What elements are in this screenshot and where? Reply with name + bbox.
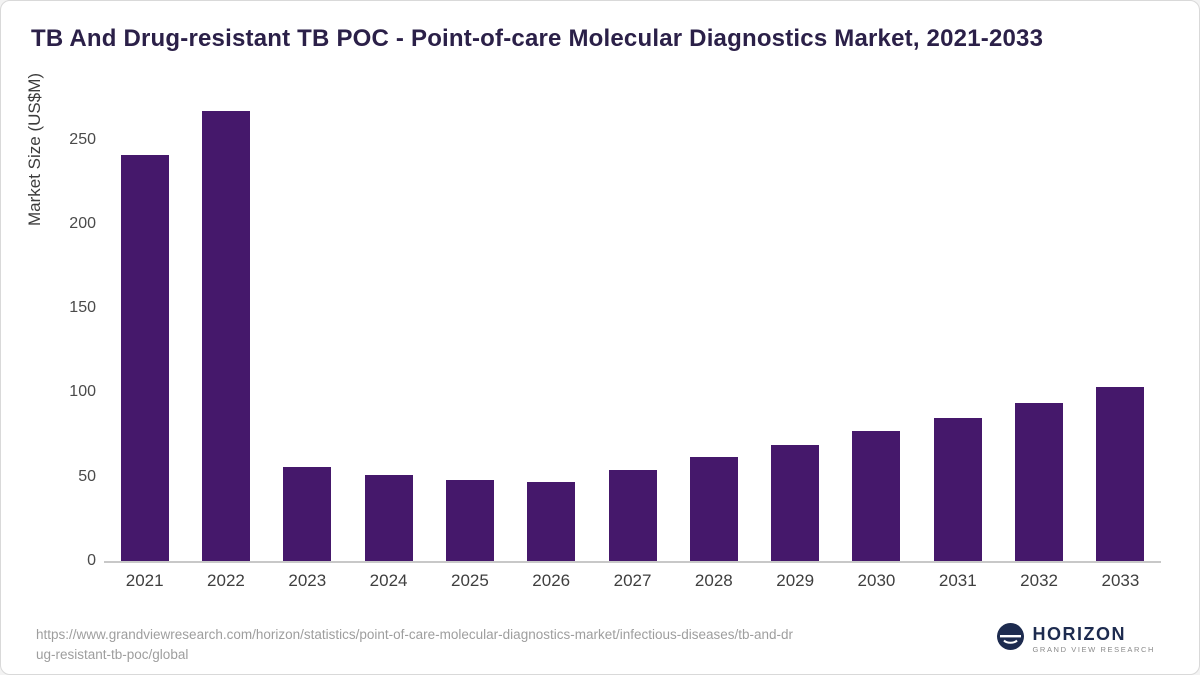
horizon-logo-text: HORIZON GRAND VIEW RESEARCH bbox=[1033, 625, 1156, 654]
x-axis-labels: 2021 2022 2023 2024 2025 2026 2027 2028 2029 2030… bbox=[104, 571, 1161, 591]
bar-slot bbox=[511, 106, 592, 561]
y-axis-ticks: 0 50 100 150 200 250 bbox=[41, 106, 96, 569]
bar-slot bbox=[348, 106, 429, 561]
y-tick-label-200: 200 bbox=[69, 214, 96, 232]
bar-slot bbox=[1080, 106, 1161, 561]
bar-2024 bbox=[364, 475, 413, 561]
plot-area bbox=[104, 106, 1161, 563]
x-tick-label-2025: 2025 bbox=[450, 571, 489, 590]
bar-slot bbox=[104, 106, 185, 561]
bar-slot bbox=[592, 106, 673, 561]
horizon-logo-name: HORIZON bbox=[1032, 623, 1126, 644]
y-tick-label-0: 0 bbox=[87, 552, 96, 569]
bar-slot bbox=[267, 106, 348, 561]
x-tick-label-2023: 2023 bbox=[288, 571, 327, 590]
bar-slot bbox=[998, 106, 1079, 561]
bar-2028 bbox=[689, 456, 738, 561]
x-tick-label-2021: 2021 bbox=[125, 571, 164, 590]
horizon-logo-icon bbox=[996, 623, 1024, 655]
bar-2033 bbox=[1096, 387, 1145, 561]
bar-2025 bbox=[445, 480, 494, 561]
x-tick-label-2026: 2026 bbox=[532, 571, 571, 590]
page-title: TB And Drug-resistant TB POC - Point-of-… bbox=[31, 25, 1044, 52]
x-tick-label-2024: 2024 bbox=[369, 571, 408, 590]
x-tick-label-2027: 2027 bbox=[613, 571, 652, 590]
source-url: https://www.grandviewresearch.com/horizo… bbox=[36, 625, 946, 666]
x-tick-label-2033: 2033 bbox=[1101, 571, 1140, 590]
bar-slot bbox=[429, 106, 510, 561]
source-url-line2: ug-resistant-tb-poc/global bbox=[36, 647, 189, 663]
x-tick-label-2031: 2031 bbox=[938, 571, 977, 590]
bar-2026 bbox=[527, 481, 576, 561]
bar-2031 bbox=[933, 417, 982, 561]
x-tick-label-2029: 2029 bbox=[776, 571, 815, 590]
bar-slot bbox=[917, 106, 998, 561]
bar-2023 bbox=[283, 466, 332, 561]
horizon-logo: HORIZON GRAND VIEW RESEARCH bbox=[996, 623, 1156, 655]
bar-slot bbox=[755, 106, 836, 561]
x-tick-label-2030: 2030 bbox=[857, 571, 896, 590]
bar-2029 bbox=[771, 444, 820, 561]
bar-2030 bbox=[852, 431, 901, 561]
bar-2027 bbox=[608, 470, 657, 561]
bar-slot bbox=[185, 106, 266, 561]
y-tick-label-100: 100 bbox=[69, 383, 96, 401]
x-tick-label-2028: 2028 bbox=[694, 571, 733, 590]
y-tick-label-250: 250 bbox=[69, 130, 96, 148]
bar-2021 bbox=[120, 154, 169, 561]
x-tick-label-2032: 2032 bbox=[1020, 571, 1058, 590]
bar-slot bbox=[836, 106, 917, 561]
bar-2032 bbox=[1015, 402, 1064, 561]
source-url-line1: https://www.grandviewresearch.com/horizo… bbox=[36, 627, 794, 642]
horizon-logo-subtext: GRAND VIEW RESEARCH bbox=[1032, 644, 1155, 654]
x-tick-label-2022: 2022 bbox=[207, 571, 245, 590]
y-tick-label-150: 150 bbox=[69, 299, 96, 317]
y-tick-label-50: 50 bbox=[78, 467, 96, 485]
bar-2022 bbox=[201, 111, 250, 561]
bar-slot bbox=[673, 106, 754, 561]
